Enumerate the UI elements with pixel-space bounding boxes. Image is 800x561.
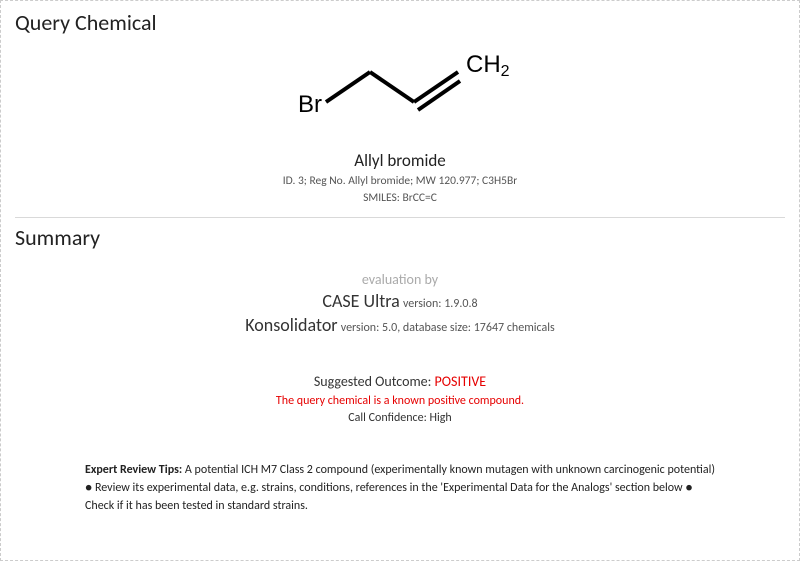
- tool-2-line: Konsolidator version: 5.0, database size…: [15, 314, 785, 336]
- tool-2-name: Konsolidator: [245, 314, 337, 336]
- outcome-block: Suggested Outcome: POSITIVE The query ch…: [15, 372, 785, 425]
- summary-section-title: Summary: [15, 224, 785, 251]
- outcome-note: The query chemical is a known positive c…: [15, 394, 785, 408]
- tool-2-meta: version: 5.0, database size: 17647 chemi…: [341, 321, 555, 335]
- outcome-value: POSITIVE: [435, 373, 487, 390]
- query-section-title: Query Chemical: [15, 9, 785, 36]
- confidence-line: Call Confidence: High: [15, 411, 785, 425]
- bond-2: [370, 72, 414, 102]
- atom-br: Br: [298, 91, 322, 118]
- molecule-svg: Br CH2: [270, 42, 530, 142]
- evaluation-by-label: evaluation by: [15, 271, 785, 288]
- section-divider: [15, 217, 785, 218]
- evaluation-block: evaluation by CASE Ultra version: 1.9.0.…: [15, 271, 785, 336]
- chemical-idline: ID. 3; Reg No. Allyl bromide; MW 120.977…: [15, 174, 785, 188]
- tool-1-line: CASE Ultra version: 1.9.0.8: [15, 290, 785, 312]
- outcome-label: Suggested Outcome:: [314, 373, 435, 390]
- outcome-line: Suggested Outcome: POSITIVE: [15, 372, 785, 391]
- atom-ch2: CH2: [466, 51, 510, 80]
- tips-label: Expert Review Tips:: [85, 463, 182, 477]
- bond-1: [326, 72, 370, 102]
- chemical-smiles: SMILES: BrCC=C: [15, 191, 785, 205]
- chemical-name: Allyl bromide: [15, 150, 785, 171]
- report-panel: Query Chemical Br CH2 Allyl bromide ID. …: [0, 0, 800, 561]
- tool-1-name: CASE Ultra: [322, 290, 399, 312]
- tool-1-meta: version: 1.9.0.8: [403, 297, 478, 311]
- expert-review-tips: Expert Review Tips: A potential ICH M7 C…: [85, 461, 715, 515]
- molecule-structure: Br CH2: [15, 42, 785, 142]
